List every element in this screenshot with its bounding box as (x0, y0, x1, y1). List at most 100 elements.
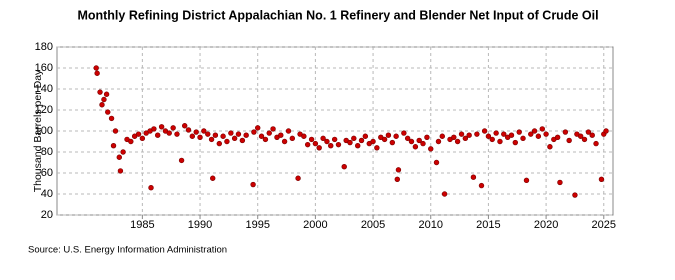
x-tick-label: 2020 (534, 219, 558, 231)
point (578, 133, 584, 139)
point (216, 140, 223, 147)
point (139, 135, 146, 142)
point (358, 137, 365, 144)
point (181, 123, 188, 129)
point (462, 135, 469, 142)
point (497, 138, 503, 145)
point (128, 138, 134, 145)
point (520, 135, 526, 142)
point (424, 134, 430, 141)
point (466, 132, 472, 138)
point (428, 146, 434, 152)
point (531, 128, 538, 134)
point (598, 176, 605, 183)
point (97, 89, 103, 95)
point (231, 135, 238, 142)
y-tick-label: 80 (41, 146, 53, 158)
x-tick-label: 1985 (130, 219, 154, 231)
point (320, 135, 326, 142)
point (566, 137, 572, 144)
point (470, 174, 477, 180)
point (355, 143, 361, 149)
point (581, 136, 588, 143)
point (308, 136, 315, 143)
point (112, 128, 119, 134)
y-axis-label: Thousand Barrels per Day (32, 69, 44, 192)
point (385, 132, 392, 138)
y-tick-label: 20 (41, 209, 53, 221)
point (362, 133, 369, 139)
point (239, 137, 246, 144)
x-tick-label: 2025 (592, 219, 616, 231)
point (316, 145, 322, 151)
point (295, 175, 301, 181)
point (501, 131, 507, 137)
point (435, 138, 442, 145)
point (374, 145, 380, 151)
y-tick-label: 160 (35, 62, 53, 74)
point (603, 128, 609, 134)
point (220, 133, 226, 139)
x-tick-label: 2000 (303, 219, 327, 231)
x-tick-label: 1990 (188, 219, 212, 231)
point (178, 157, 185, 164)
point (394, 176, 400, 183)
point (197, 134, 203, 141)
point (228, 130, 234, 136)
y-tick-label: 180 (35, 41, 53, 53)
point (481, 128, 488, 134)
point (255, 125, 261, 131)
y-tick-label: 40 (41, 188, 53, 200)
point (110, 143, 117, 149)
point (485, 133, 492, 139)
point (120, 149, 126, 155)
point (535, 133, 542, 139)
point (189, 133, 196, 139)
point (589, 132, 595, 138)
point (251, 129, 257, 135)
point (478, 182, 485, 189)
point (278, 132, 284, 138)
point (235, 131, 242, 137)
point (151, 126, 157, 132)
point (557, 179, 563, 186)
point (266, 130, 272, 136)
point (404, 135, 411, 142)
point (224, 138, 230, 145)
x-tick-label: 2015 (476, 219, 500, 231)
y-tick-label: 60 (41, 167, 53, 179)
point (304, 141, 311, 148)
point (174, 131, 180, 137)
point (441, 191, 448, 197)
point (262, 136, 269, 143)
point (562, 129, 569, 135)
point (412, 144, 419, 150)
point (185, 127, 192, 133)
point (408, 138, 415, 145)
source-note: Source: U.S. Energy Information Administ… (28, 245, 227, 256)
point (93, 65, 99, 71)
point (489, 136, 495, 143)
y-tick-label: 100 (35, 125, 53, 137)
point (258, 133, 265, 139)
point (381, 136, 388, 143)
point (395, 167, 402, 173)
point (281, 138, 288, 145)
point (135, 131, 142, 137)
point (341, 164, 347, 170)
point (389, 139, 396, 146)
point (439, 133, 445, 139)
point (528, 131, 534, 137)
point (243, 132, 249, 138)
point (433, 159, 440, 166)
point (250, 181, 256, 188)
point (210, 175, 216, 181)
point (148, 185, 154, 191)
point (99, 102, 105, 108)
point (331, 136, 338, 143)
point (103, 91, 110, 97)
point (117, 168, 124, 174)
point (116, 154, 122, 160)
point (170, 125, 176, 131)
point (324, 138, 330, 145)
